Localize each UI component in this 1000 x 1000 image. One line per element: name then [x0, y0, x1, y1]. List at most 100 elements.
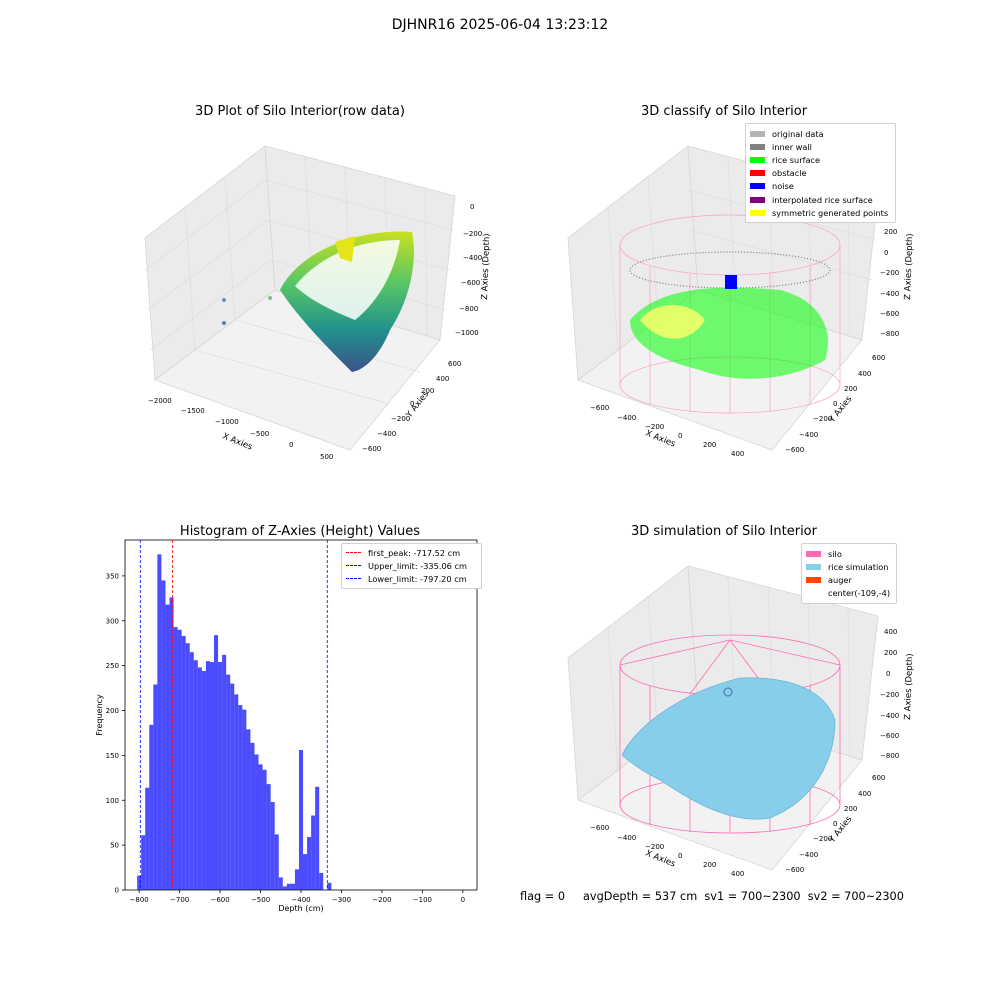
histogram-bar: [218, 662, 223, 890]
histogram-x-tick-label: 0: [461, 896, 465, 904]
panel4-ztick: −800: [880, 752, 899, 760]
panel1-ytick: −200: [391, 415, 410, 423]
histogram-x-tick-label: −700: [170, 896, 189, 904]
panel4-ztick: −600: [880, 732, 899, 740]
legend-label: noise: [772, 181, 794, 192]
legend-label: auger: [828, 574, 852, 585]
histogram-bar: [181, 636, 186, 890]
histogram-y-tick-label: 200: [106, 707, 119, 715]
legend-swatch: [346, 578, 361, 580]
panel4-zlabel: Z Axies (Depth): [903, 653, 915, 720]
panel4-xtick: −600: [590, 824, 609, 832]
panel2-ytick: 400: [858, 370, 871, 378]
histogram-bar: [290, 883, 295, 890]
legend-item: first_peak: -717.52 cm: [346, 546, 477, 559]
panel1-xtick: −500: [250, 430, 269, 438]
legend-item: Upper_limit: -335.06 cm: [346, 559, 477, 572]
panel2-xtick: −400: [617, 414, 636, 422]
panel4-ytick: 400: [858, 790, 871, 798]
panel4-xtick: −200: [645, 843, 664, 851]
panel2-ytick: 200: [844, 385, 857, 393]
panel1-ytick: −600: [362, 445, 381, 453]
panel1-xtick: 500: [320, 453, 333, 461]
panel1-xtick: −1000: [215, 418, 239, 426]
legend-item: rice surface: [750, 153, 891, 166]
histogram-x-tick-label: −500: [251, 896, 270, 904]
panel4-xtick: 200: [703, 861, 716, 869]
histogram-bar: [205, 661, 210, 890]
legend-label: first_peak: -717.52 cm: [368, 547, 461, 558]
panel1-bowl-interior: [295, 240, 400, 320]
legend-item: obstacle: [750, 167, 891, 180]
panel2-xtick: −600: [590, 404, 609, 412]
legend-swatch: [806, 550, 821, 557]
panel2-ztick: −800: [880, 330, 899, 338]
figure-title: DJHNR16 2025-06-04 13:23:12: [391, 17, 609, 33]
legend-swatch: [806, 563, 821, 570]
panel1-xtick: −2000: [148, 397, 172, 405]
histogram-bar: [278, 877, 283, 890]
legend-label: silo: [828, 548, 842, 559]
panel4-ytick: 600: [872, 774, 885, 782]
panel2-ztick: −400: [880, 290, 899, 298]
histogram-bar: [173, 627, 178, 890]
panel4-rice-simulation: [621, 677, 836, 820]
histogram-bar: [258, 764, 263, 890]
histogram-x-tick-label: −400: [291, 896, 310, 904]
histogram-y-tick-label: 50: [110, 842, 119, 850]
histogram-bar: [201, 671, 206, 890]
panel2-ztick: 0: [884, 249, 888, 257]
histogram-bar: [234, 694, 239, 890]
histogram-bars: [137, 554, 332, 890]
legend-swatch: [750, 170, 765, 177]
panel2-zlabel: Z Axies (Depth): [903, 233, 915, 300]
histogram-bar: [250, 742, 255, 890]
panel4-xtick: 0: [678, 852, 682, 860]
histogram-bar: [298, 750, 304, 890]
panel1-outlier-point: [222, 298, 226, 302]
panel2-xtick: 0: [678, 432, 682, 440]
panel1-ytick: 200: [421, 387, 434, 395]
histogram-title: Histogram of Z-Axies (Height) Values: [179, 524, 421, 539]
panel1-ytick: −400: [377, 430, 396, 438]
histogram-bar: [161, 580, 166, 890]
panel2-ztick: −600: [880, 310, 899, 318]
legend-swatch: [346, 552, 361, 554]
histogram-ylabel: Frequency: [95, 694, 104, 736]
panel2-noise-points: [725, 275, 737, 289]
legend-label: rice surface: [772, 154, 821, 165]
histogram-bar: [230, 683, 235, 890]
histogram-bar: [197, 667, 202, 890]
histogram-bar: [137, 875, 142, 890]
histogram-bar: [209, 662, 215, 890]
panel4-ztick: 200: [884, 649, 897, 657]
histogram-bar: [307, 837, 312, 890]
histogram-bar: [286, 883, 291, 890]
panel4-ztick: −200: [880, 691, 899, 699]
panel1-xtick: 0: [289, 441, 293, 449]
panel4-ytick: −200: [813, 835, 832, 843]
panel4-legend: silo rice simulation auger center(-109,-…: [801, 543, 897, 604]
panel2-xtick: 400: [731, 450, 744, 458]
legend-item: rice simulation: [806, 560, 892, 573]
histogram-x-ticks: −800 −700 −600 −500 −400 −300 −200 −100 0: [130, 890, 465, 904]
histogram-y-tick-label: 250: [106, 662, 119, 670]
legend-item: Lower_limit: -797.20 cm: [346, 572, 477, 585]
histogram-bar: [177, 629, 182, 890]
histogram-bar: [145, 787, 150, 890]
legend-label: rice simulation: [828, 561, 889, 572]
histogram-bar: [270, 802, 275, 890]
panel1-ztick: −200: [463, 230, 482, 238]
panel4-ytick: 200: [844, 805, 857, 813]
histogram-x-tick-label: −600: [210, 896, 229, 904]
panel2-ztick: −200: [880, 269, 899, 277]
panel1-ytick: 600: [448, 360, 461, 368]
panel1-ztick: −800: [459, 305, 478, 313]
legend-swatch: [750, 156, 765, 163]
histogram-y-tick-label: 150: [106, 752, 119, 760]
histogram-bar: [311, 815, 316, 890]
histogram-bar: [185, 643, 190, 890]
histogram-bar: [254, 754, 259, 890]
